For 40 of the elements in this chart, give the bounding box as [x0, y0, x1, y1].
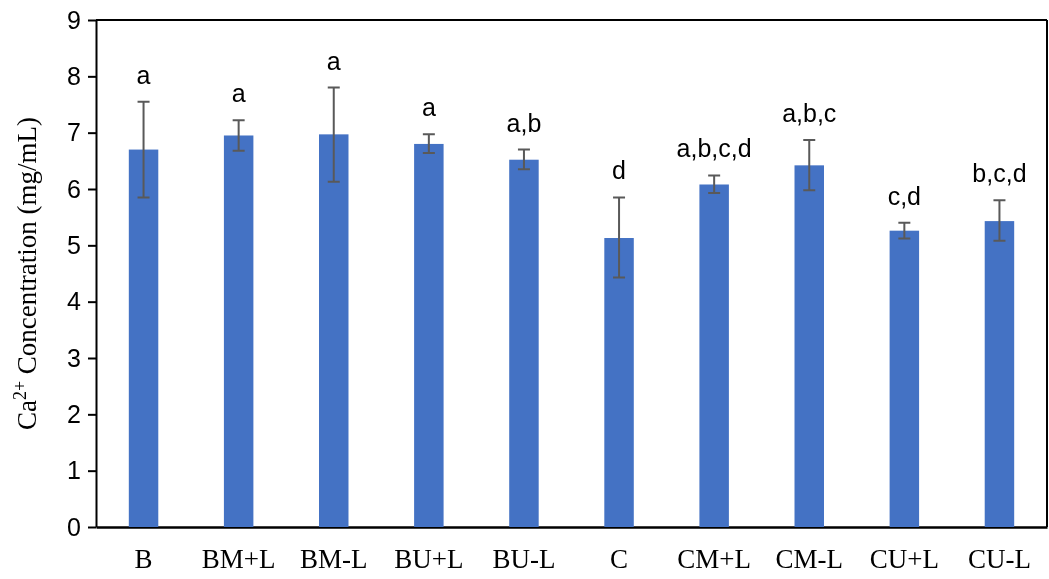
y-tick-label: 5 [67, 230, 81, 259]
bar [604, 238, 634, 527]
bar [319, 134, 349, 527]
x-tick-label: CM+L [677, 543, 752, 574]
y-tick-label: 6 [67, 174, 81, 203]
y-tick-label: 2 [67, 399, 81, 428]
bar [223, 135, 254, 527]
y-tick-label: 1 [67, 456, 81, 485]
bar [128, 149, 159, 527]
annotation: d [612, 156, 626, 185]
bar [794, 165, 824, 527]
x-tick-label: BU+L [394, 543, 464, 574]
bar [889, 230, 920, 527]
bar [699, 184, 729, 527]
annotation: a [231, 79, 246, 108]
bar [984, 221, 1015, 527]
x-tick-label: CM-L [775, 543, 843, 574]
annotation: a [136, 60, 151, 89]
annotation: a,b,c,d [676, 134, 752, 163]
y-tick-label: 3 [67, 343, 81, 372]
bar [414, 143, 444, 527]
annotation: a [326, 46, 341, 75]
annotation: a,b,c [782, 98, 837, 127]
y-tick-label: 9 [67, 5, 81, 34]
y-tick-label: 4 [67, 287, 82, 316]
annotation: c,d [887, 181, 922, 210]
x-tick-label: BM-L [300, 543, 368, 574]
x-tick-label: BM+L [201, 543, 276, 574]
y-tick-label: 7 [67, 118, 81, 147]
x-tick-label: CU+L [869, 543, 939, 574]
x-tick-label: B [134, 543, 153, 574]
annotation: a,b [506, 108, 542, 137]
x-tick-label: C [610, 543, 629, 574]
x-tick-label: CU-L [967, 543, 1031, 574]
annotation: b,c,d [972, 159, 1027, 188]
y-tick-label: 8 [67, 61, 81, 90]
bar [509, 159, 539, 527]
y-tick-label: 0 [67, 512, 81, 541]
x-tick-label: BU-L [492, 543, 556, 574]
annotation: a [421, 93, 436, 122]
